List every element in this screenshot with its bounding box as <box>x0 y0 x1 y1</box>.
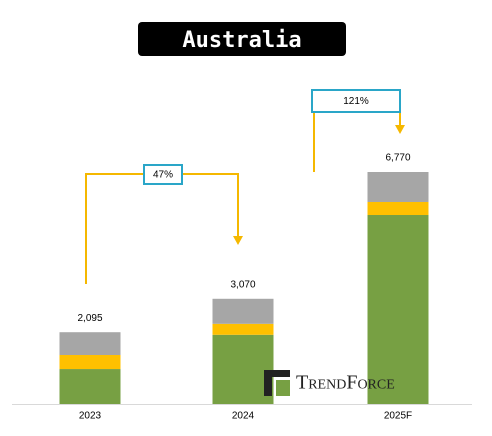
x-tick-label: 2025F <box>384 411 412 422</box>
total-label: 6,770 <box>385 153 410 164</box>
logo-mark <box>264 370 272 396</box>
annotation-box <box>143 164 183 185</box>
x-tick-label: 2023 <box>79 411 102 422</box>
bar-segment <box>59 369 121 404</box>
logo: TrendForce <box>264 370 395 396</box>
bar-segment <box>367 201 429 216</box>
bar-segment <box>212 323 274 335</box>
annotation-box <box>311 89 401 113</box>
logo-mark <box>264 370 290 377</box>
bar-segment <box>367 172 429 202</box>
bar-segment <box>212 334 274 404</box>
annotation: 121% <box>343 96 369 107</box>
logo-mark <box>276 380 290 396</box>
arrowhead <box>233 236 243 245</box>
bar-segment <box>59 332 121 355</box>
bar-segment <box>59 354 121 370</box>
connector <box>85 173 239 284</box>
x-tick-label: 2024 <box>232 411 255 422</box>
watermark: TrendForce <box>296 372 395 394</box>
chart-title: Australia <box>182 28 301 53</box>
arrowhead <box>395 125 405 134</box>
title-box <box>138 22 346 56</box>
bar-segment <box>212 298 274 324</box>
total-label: 2,095 <box>77 313 102 324</box>
total-label: 3,070 <box>230 279 255 290</box>
annotation: 47% <box>153 170 173 181</box>
bar-segment <box>367 215 429 404</box>
